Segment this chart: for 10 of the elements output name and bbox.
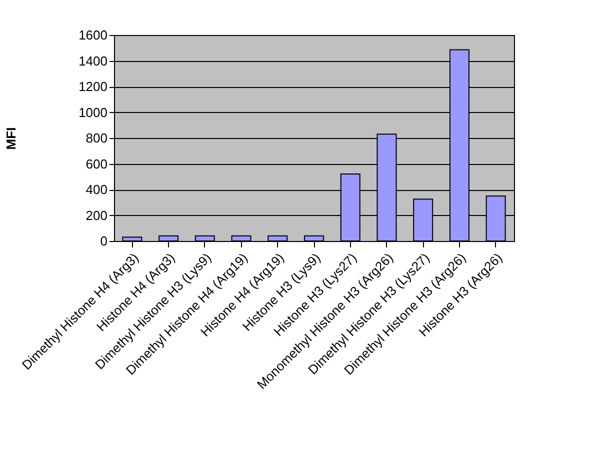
y-tick-label: 1200: [78, 79, 108, 94]
y-axis-title: MFI: [4, 127, 19, 150]
y-tick-label: 1400: [78, 53, 108, 68]
y-tick-label: 200: [86, 208, 108, 223]
y-tick-label: 0: [100, 234, 108, 248]
y-tick-label: 1000: [78, 104, 108, 120]
y-tick-label: 400: [86, 182, 108, 197]
y-tick-label: 1600: [78, 28, 108, 42]
y-tick-label: 800: [86, 130, 108, 146]
y-tick-label: 600: [86, 156, 108, 172]
